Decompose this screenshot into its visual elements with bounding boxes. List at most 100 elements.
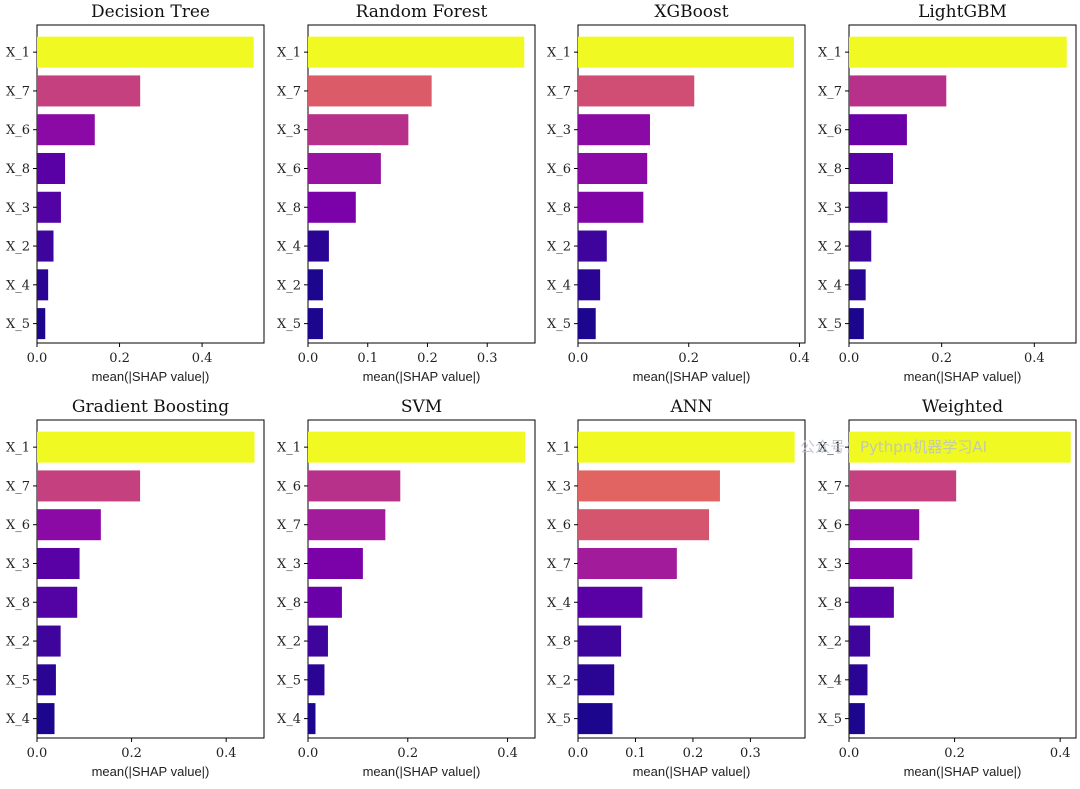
bar-x_4: [578, 586, 643, 618]
y-tick-label: X_4: [277, 240, 301, 255]
x-axis-label: mean(|SHAP value|): [92, 369, 210, 384]
y-tick-label: X_4: [277, 712, 301, 727]
y-tick-label: X_3: [818, 557, 842, 572]
bar-x_7: [308, 75, 432, 107]
panel-title: Weighted: [922, 397, 1003, 417]
bar-x_1: [578, 431, 795, 463]
y-tick-label: X_2: [277, 635, 301, 650]
x-tick-label: 0.4: [1024, 351, 1045, 366]
x-tick-label: 0.2: [683, 746, 704, 761]
bar-x_2: [578, 230, 607, 262]
panel-title: Decision Tree: [91, 2, 210, 22]
panel-weighted: Weighted X_1 X_7 X_6 X_3 X_8 X_2 X_4 X_5 0.0 0.2 0.…: [818, 397, 1077, 779]
bar-x_7: [578, 75, 695, 107]
panel-svm: SVM X_1 X_6 X_7 X_3 X_8 X_2 X_5 X_4 0.0 0.2 0.4 mean…: [277, 397, 536, 779]
y-tick-label: X_3: [547, 479, 571, 494]
x-tick-label: 0.0: [27, 351, 48, 366]
panel-title: Random Forest: [356, 2, 488, 22]
bar-x_5: [37, 664, 56, 696]
y-tick-label: X_7: [277, 518, 301, 533]
y-tick-label: X_4: [6, 712, 30, 727]
y-tick-label: X_7: [547, 557, 571, 572]
y-tick-label: X_5: [6, 673, 30, 688]
panel-lightgbm: LightGBM X_1 X_7 X_6 X_8 X_3 X_2 X_4 X_5 0.0 0.2 0.…: [818, 2, 1077, 384]
bar-x_7: [578, 547, 677, 579]
bar-x_7: [37, 470, 141, 502]
y-tick-label: X_4: [818, 278, 842, 293]
y-tick-label: X_1: [6, 441, 30, 456]
bar-x_7: [849, 75, 947, 107]
bar-x_8: [849, 152, 894, 184]
bar-x_1: [37, 36, 254, 68]
bar-x_4: [578, 269, 601, 301]
panel-title: Gradient Boosting: [72, 397, 229, 417]
bar-x_5: [578, 308, 596, 340]
bar-x_5: [849, 308, 864, 340]
y-tick-label: X_8: [277, 596, 301, 611]
bar-x_1: [849, 431, 1071, 463]
bar-x_1: [849, 36, 1067, 68]
y-tick-label: X_5: [547, 712, 571, 727]
bar-x_3: [849, 547, 913, 579]
bar-x_2: [308, 625, 328, 657]
y-tick-label: X_8: [818, 596, 842, 611]
bar-x_8: [578, 191, 644, 223]
y-tick-label: X_6: [818, 518, 842, 533]
bar-x_3: [849, 191, 888, 223]
x-tick-label: 0.0: [298, 351, 319, 366]
y-tick-label: X_4: [547, 596, 571, 611]
y-tick-label: X_1: [277, 441, 301, 456]
y-tick-label: X_1: [547, 441, 571, 456]
bar-x_5: [849, 703, 865, 735]
bar-x_7: [37, 75, 141, 107]
y-tick-label: X_4: [818, 673, 842, 688]
bar-x_1: [578, 36, 794, 68]
bar-x_6: [578, 509, 710, 541]
x-axis-label: mean(|SHAP value|): [633, 369, 751, 384]
x-tick-label: 0.2: [417, 351, 438, 366]
y-tick-label: X_1: [6, 46, 30, 61]
bar-x_5: [37, 308, 46, 340]
x-tick-label: 0.4: [1050, 746, 1071, 761]
axes-frame: [36, 24, 265, 344]
y-tick-label: X_5: [818, 712, 842, 727]
y-tick-label: X_7: [818, 479, 842, 494]
y-tick-label: X_6: [6, 518, 30, 533]
y-tick-label: X_6: [277, 162, 301, 177]
y-tick-label: X_6: [547, 518, 571, 533]
y-tick-label: X_8: [547, 201, 571, 216]
bar-x_2: [578, 664, 615, 696]
y-tick-label: X_8: [6, 162, 30, 177]
bar-x_2: [37, 230, 54, 262]
bar-x_2: [308, 269, 323, 301]
bar-x_8: [849, 586, 894, 618]
bar-x_3: [308, 547, 363, 579]
y-tick-label: X_8: [6, 596, 30, 611]
x-axis-label: mean(|SHAP value|): [904, 369, 1022, 384]
y-tick-label: X_1: [547, 46, 571, 61]
bar-x_4: [308, 230, 329, 262]
y-tick-label: X_2: [547, 673, 571, 688]
bar-x_4: [849, 269, 866, 301]
y-tick-label: X_5: [277, 317, 301, 332]
y-tick-label: X_2: [6, 635, 30, 650]
y-tick-label: X_5: [6, 317, 30, 332]
x-tick-label: 0.4: [789, 351, 810, 366]
bar-x_3: [37, 547, 80, 579]
bar-x_4: [37, 269, 49, 301]
x-tick-label: 0.3: [477, 351, 498, 366]
y-tick-label: X_5: [818, 317, 842, 332]
x-tick-label: 0.4: [192, 351, 213, 366]
y-tick-label: X_3: [6, 201, 30, 216]
bar-x_6: [849, 114, 907, 146]
panel-random-forest: Random Forest X_1 X_7 X_3 X_6 X_8 X_4 X_2 X_5 0.0…: [277, 2, 536, 384]
bar-x_3: [578, 114, 650, 146]
x-tick-label: 0.0: [839, 351, 860, 366]
panel-gradient-boosting: Gradient Boosting X_1 X_7 X_6 X_3 X_8 X_2 X_5 X_…: [6, 397, 265, 779]
x-tick-label: 0.0: [839, 746, 860, 761]
y-tick-label: X_3: [277, 123, 301, 138]
panel-xgboost: XGBoost X_1 X_7 X_3 X_6 X_8 X_2 X_4 X_5 0.0 0.2 0.4…: [547, 2, 810, 384]
y-tick-label: X_3: [277, 557, 301, 572]
bar-x_6: [37, 114, 95, 146]
